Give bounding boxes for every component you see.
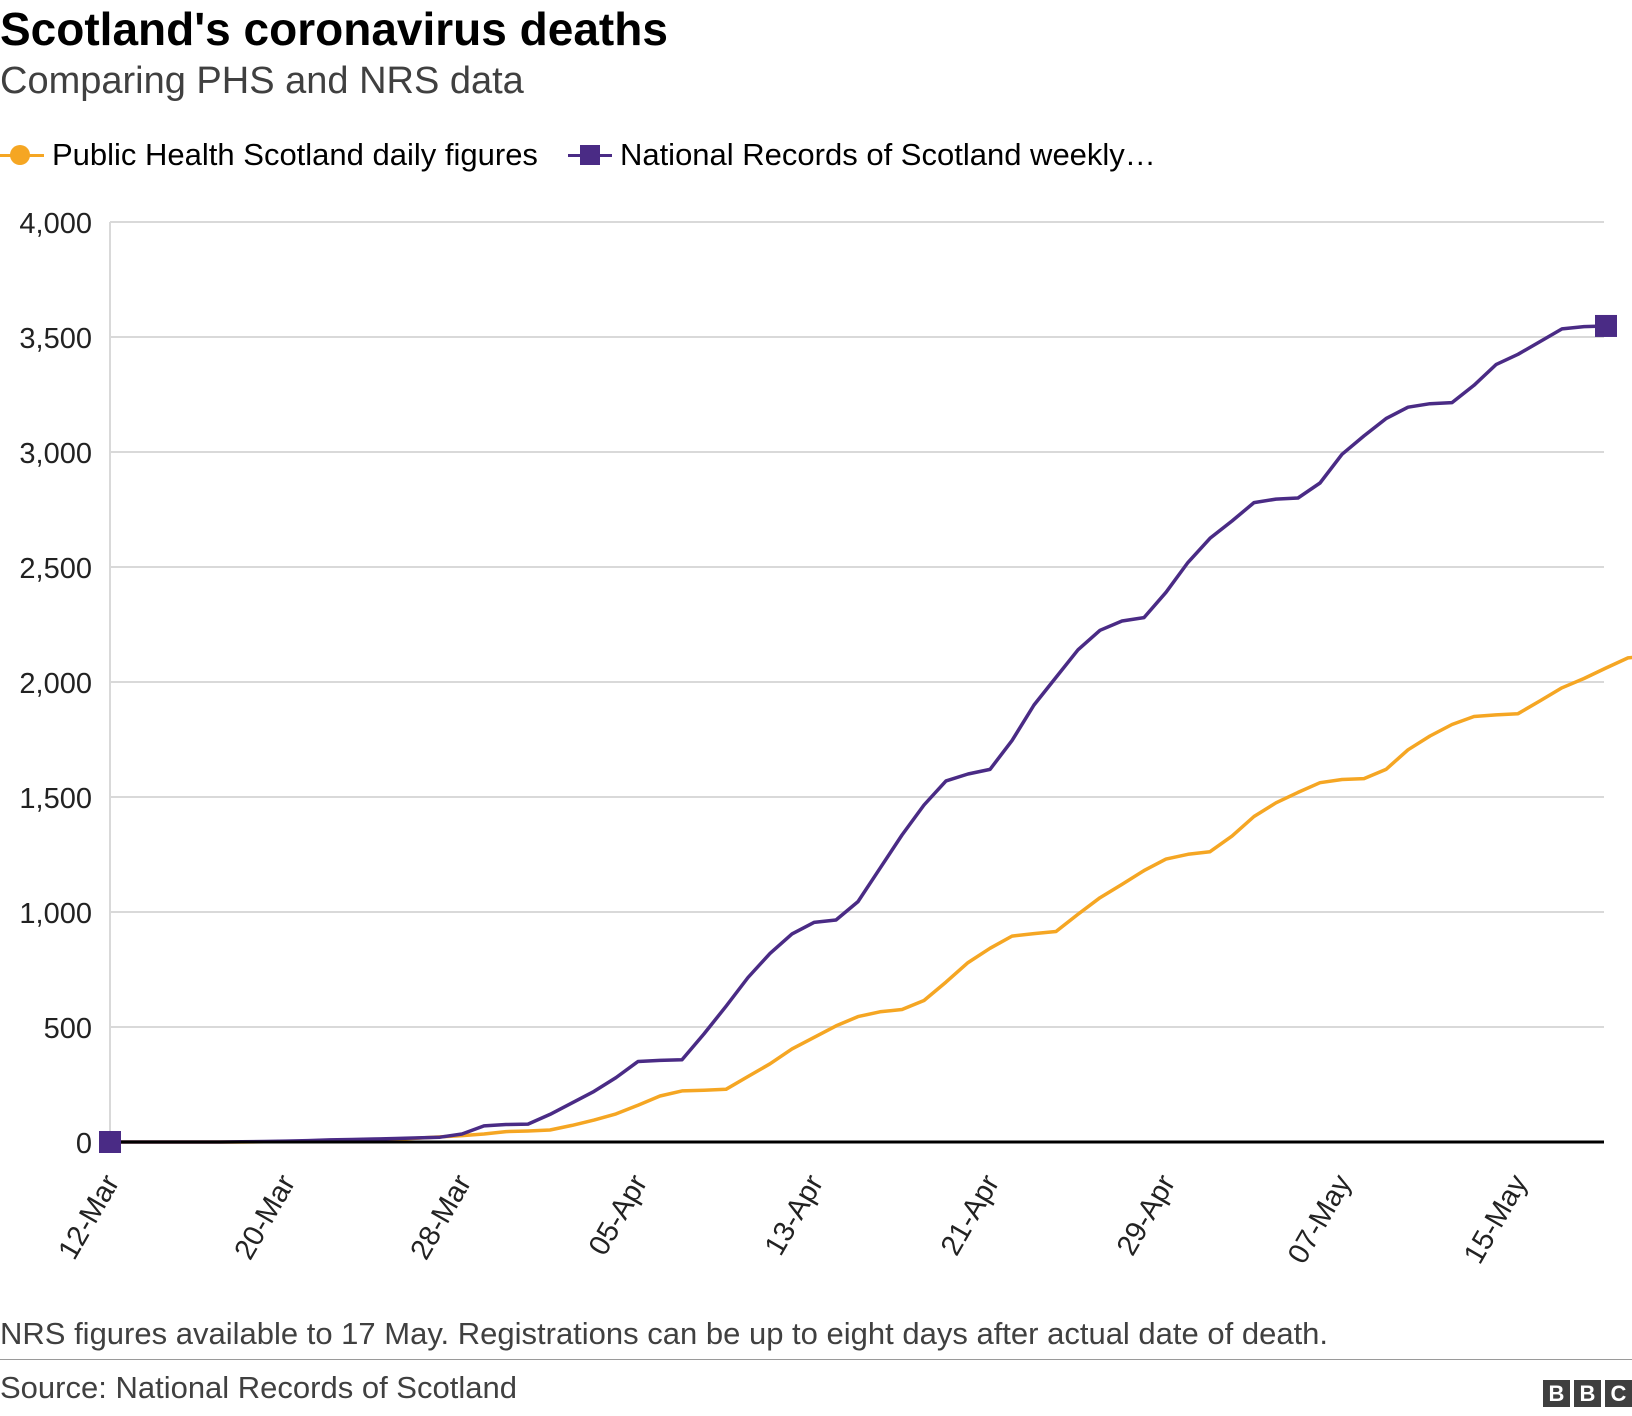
bbc-logo-letter: C <box>1605 1380 1632 1407</box>
y-tick-label: 0 <box>76 1128 92 1160</box>
y-tick-label: 3,000 <box>19 438 92 470</box>
series-line-phs <box>108 655 1632 1144</box>
chart-note: NRS figures available to 17 May. Registr… <box>0 1316 1329 1351</box>
footer-divider <box>0 1359 1632 1360</box>
legend-square-icon <box>567 145 612 165</box>
series-marker-square <box>99 1131 121 1153</box>
series-markers <box>99 314 1617 1153</box>
y-tick-label: 1,500 <box>19 783 92 815</box>
bbc-logo-letter: B <box>1543 1380 1570 1407</box>
y-tick-label: 2,500 <box>19 553 92 585</box>
y-tick-label: 500 <box>44 1013 92 1045</box>
chart-source: Source: National Records of Scotland <box>0 1370 517 1405</box>
series-line-nrs <box>108 324 1608 1144</box>
x-tick-label: 13-Apr <box>759 1169 830 1261</box>
legend-item-phs: Public Health Scotland daily figures <box>0 137 538 173</box>
x-tick-label: 20-Mar <box>228 1169 302 1265</box>
gridlines <box>109 221 1604 1142</box>
y-tick-label: 3,500 <box>19 323 92 355</box>
legend-label-phs: Public Health Scotland daily figures <box>52 137 538 172</box>
chart-subtitle: Comparing PHS and NRS data <box>0 60 524 102</box>
chart-legend: Public Health Scotland daily figures Nat… <box>0 131 1186 179</box>
y-tick-label: 4,000 <box>19 208 92 240</box>
y-axis-ticks: 0 500 1,000 1,500 2,000 2,500 3,000 3,500 4,000 <box>19 208 92 1160</box>
legend-label-nrs: National Records of Scotland weekly… <box>619 137 1156 172</box>
legend-circle-icon <box>0 145 44 165</box>
x-tick-label: 05-Apr <box>583 1169 654 1261</box>
bbc-logo: B B C <box>1543 1380 1632 1407</box>
x-tick-label: 15-May <box>1458 1169 1534 1269</box>
x-tick-label: 28-Mar <box>404 1169 478 1265</box>
bbc-logo-letter: B <box>1574 1380 1601 1407</box>
x-tick-label: 12-Mar <box>52 1169 126 1265</box>
legend-item-nrs: National Records of Scotland weekly… <box>567 137 1156 173</box>
x-axis-ticks: 12-Mar 20-Mar 28-Mar 05-Apr 13-Apr 21-Apr 29-A… <box>52 1169 1534 1269</box>
y-tick-label: 1,000 <box>19 898 92 930</box>
series-marker-square <box>1595 314 1617 337</box>
line-chart: 05001,0001,5002,0002,5003,0003,5004,000 … <box>19 208 1632 1269</box>
series-lines <box>108 324 1632 1144</box>
x-tick-label: 29-Apr <box>1111 1169 1182 1261</box>
chart-title: Scotland's coronavirus deaths <box>0 3 668 55</box>
y-tick-label: 2,000 <box>19 668 92 700</box>
x-tick-label: 07-May <box>1282 1169 1358 1269</box>
x-tick-label: 21-Apr <box>935 1169 1006 1261</box>
